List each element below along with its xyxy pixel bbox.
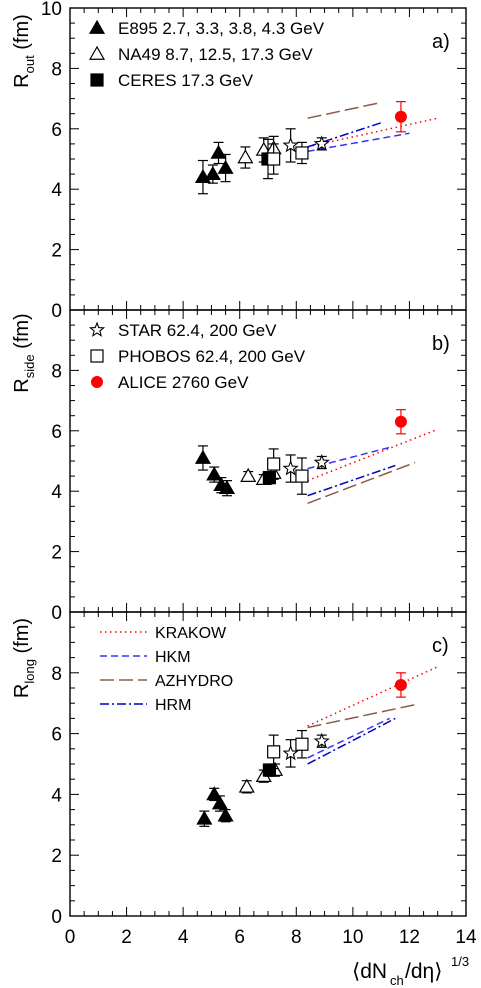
data-point [313, 732, 330, 749]
data-point [295, 469, 309, 483]
y-tick-label: 4 [51, 785, 62, 806]
data-point [194, 449, 211, 464]
data-point [394, 415, 407, 428]
y-tick-label: 4 [51, 180, 62, 201]
legend-label: ALICE 2760 GeV [118, 373, 249, 392]
data-point [267, 457, 281, 471]
azhydro-curve [307, 102, 379, 119]
legend-label: AZHYDRO [155, 673, 233, 690]
legend-label: HKM [155, 649, 191, 666]
data-point [240, 467, 257, 482]
data-point [196, 810, 213, 825]
y-tick-label: 2 [51, 241, 62, 262]
legend-marker [90, 349, 104, 363]
x-tick-label: 6 [234, 927, 245, 948]
data-point [313, 453, 330, 470]
krakow-curve [307, 117, 438, 148]
data-point [206, 786, 223, 801]
legend-marker [88, 45, 106, 60]
legend-label: E895 2.7, 3.3, 3.8, 4.3 GeV [118, 19, 325, 38]
data-point [295, 737, 309, 751]
y-tick-label: 8 [51, 361, 62, 382]
x-tick-label: 12 [399, 927, 420, 948]
data-point [238, 778, 255, 793]
legend-marker [91, 376, 103, 388]
data-point [295, 146, 309, 160]
legend-label: KRAKOW [155, 625, 227, 642]
azhydro-curve [307, 461, 416, 505]
data-point [217, 807, 234, 822]
legend-marker [88, 19, 106, 34]
data-point [282, 136, 299, 153]
y-tick-label: 0 [51, 603, 62, 624]
data-point [210, 144, 227, 159]
krakow-curve [307, 666, 439, 727]
data-point [267, 745, 281, 759]
y-tick-label: 2 [51, 543, 62, 564]
hkm-curve [307, 717, 390, 759]
legend-label: NA49 8.7, 12.5, 17.3 GeV [118, 45, 313, 64]
data-point [206, 466, 223, 481]
panel-r-side: 0 2 4 6 8 Rside (fm) b) STAR 62.4, 200 GeV PHOBO… [11, 309, 467, 624]
x-tick-label: 8 [291, 927, 302, 948]
data-point [394, 678, 407, 691]
legend-label: HRM [155, 697, 191, 714]
x-tick-label: 14 [455, 927, 477, 948]
legend-marker [88, 321, 106, 337]
y-tick-label: 8 [51, 59, 62, 80]
x-axis-label-sup: 1/3 [451, 954, 469, 969]
data-point [262, 471, 277, 485]
panel-tag: c) [432, 635, 449, 657]
x-tick-label: 10 [342, 927, 363, 948]
data-point [262, 763, 277, 777]
y-tick-label: 0 [51, 907, 62, 928]
y-axis-title: Rside (fm) [11, 313, 37, 392]
data-point [218, 479, 236, 495]
y-axis-title: Rout (fm) [11, 14, 37, 88]
y-tick-label: 6 [51, 422, 62, 443]
y-tick-label: 2 [51, 846, 62, 867]
data-point [204, 165, 221, 180]
data-point [313, 135, 330, 151]
legend-label: PHOBOS 62.4, 200 GeV [118, 347, 306, 366]
x-axis-title: ⟨dN ch /dη⟩ 1/3 [352, 954, 469, 988]
y-tick-label: 8 [51, 664, 62, 685]
azhydro-curve [307, 703, 416, 729]
x-tick-label: 4 [178, 927, 189, 948]
panel-tag: a) [432, 31, 450, 53]
data-point [394, 110, 407, 123]
data-point [267, 152, 281, 166]
panel-tag: b) [432, 333, 450, 355]
hrm-curve [307, 464, 396, 497]
legend-label: CERES 17.3 GeV [118, 71, 254, 90]
x-axis-label-main: ⟨dN [352, 960, 387, 983]
data-point [211, 795, 228, 810]
x-tick-label: 0 [65, 927, 76, 948]
y-axis-title: Rlong (fm) [11, 618, 37, 698]
x-tick-label: 2 [121, 927, 132, 948]
data-point [237, 149, 254, 164]
y-tick-label: 6 [51, 725, 62, 746]
x-axis-label-mid: /dη⟩ [405, 960, 442, 983]
data-point [282, 460, 299, 476]
legend-label: STAR 62.4, 200 GeV [118, 321, 277, 340]
x-axis-label-sub: ch [390, 973, 404, 988]
y-tick-label: 4 [51, 482, 62, 503]
data-point [217, 159, 234, 174]
legend-marker [90, 73, 104, 87]
y-tick-label: 0 [51, 301, 62, 322]
y-tick-label: 10 [41, 0, 62, 20]
data-point [282, 744, 299, 761]
y-tick-label: 6 [51, 120, 62, 141]
panel-r-long: 0 2 4 6 8 0 2 4 6 8 10 12 14 Rlong (fm) c) KRAKOW HKM AZH… [11, 611, 477, 948]
